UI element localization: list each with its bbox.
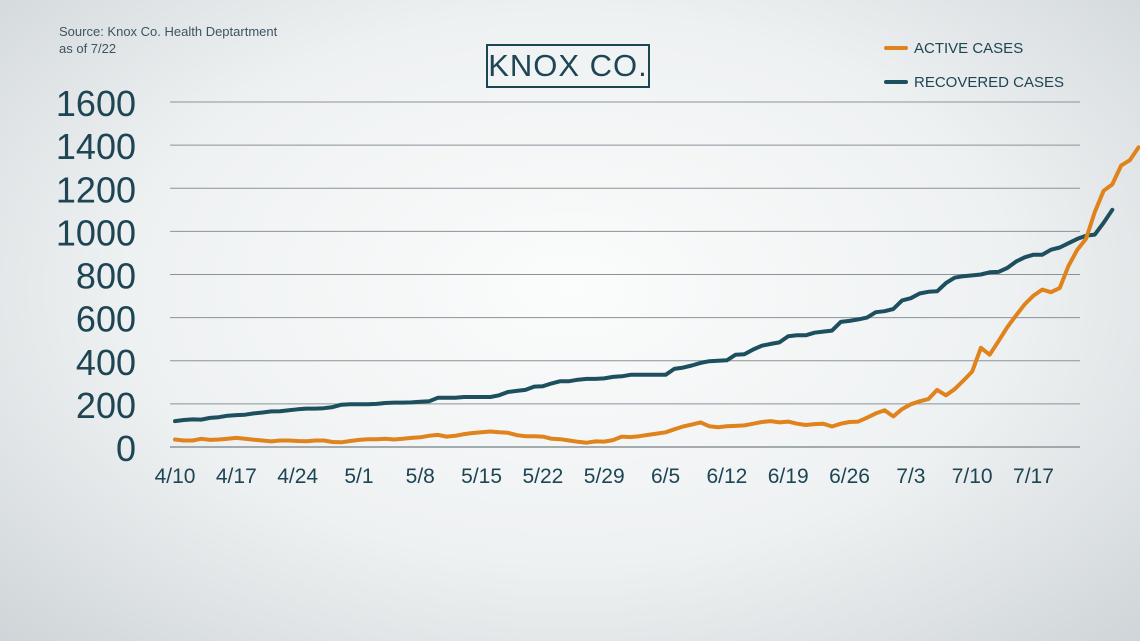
x-tick-label: 5/1: [344, 465, 373, 488]
legend-label-recovered: RECOVERED CASES: [914, 73, 1065, 91]
y-tick-label: 800: [76, 256, 136, 297]
x-tick-label: 5/15: [461, 465, 502, 488]
legend-swatch-recovered: [884, 80, 908, 84]
y-tick-label: 400: [76, 342, 136, 383]
source-line: Source: Knox Co. Health Deptartment: [59, 24, 278, 39]
y-tick-label: 200: [76, 385, 136, 426]
x-tick-label: 7/17: [1013, 465, 1054, 488]
legend-label-active: ACTIVE CASES: [914, 39, 1024, 57]
source-note: Source: Knox Co. Health Deptartment as o…: [59, 23, 277, 57]
x-tick-label: 6/12: [706, 465, 747, 488]
x-tick-label: 6/19: [768, 465, 809, 488]
series-line-recovered: [173, 207, 1115, 424]
x-tick-label: 5/29: [584, 465, 625, 488]
x-tick-label: 4/24: [277, 465, 318, 488]
as-of-date: as of 7/22: [59, 41, 117, 56]
legend-swatch-active: [884, 46, 908, 50]
chart-title: KNOX CO.: [486, 44, 650, 88]
y-tick-label: 0: [116, 428, 136, 469]
y-tick-label: 600: [76, 299, 136, 340]
x-tick-label: 4/17: [216, 465, 257, 488]
series-line-active: [173, 145, 1140, 445]
x-tick-label: 4/10: [155, 465, 196, 488]
y-tick-label: 1000: [56, 212, 136, 253]
x-tick-label: 5/8: [406, 465, 435, 488]
legend-item-recovered: RECOVERED CASES: [884, 71, 1064, 93]
y-tick-label: 1400: [56, 126, 136, 167]
y-tick-label: 1600: [56, 83, 136, 124]
x-tick-label: 7/10: [952, 465, 993, 488]
legend-item-active: ACTIVE CASES: [884, 37, 1064, 59]
x-tick-label: 6/5: [651, 465, 680, 488]
legend: ACTIVE CASES RECOVERED CASES: [884, 37, 1064, 105]
chart-title-text: KNOX CO.: [488, 48, 648, 83]
x-tick-label: 6/26: [829, 465, 870, 488]
x-tick-label: 5/22: [522, 465, 563, 488]
x-tick-label: 7/3: [896, 465, 925, 488]
y-tick-label: 1200: [56, 169, 136, 210]
